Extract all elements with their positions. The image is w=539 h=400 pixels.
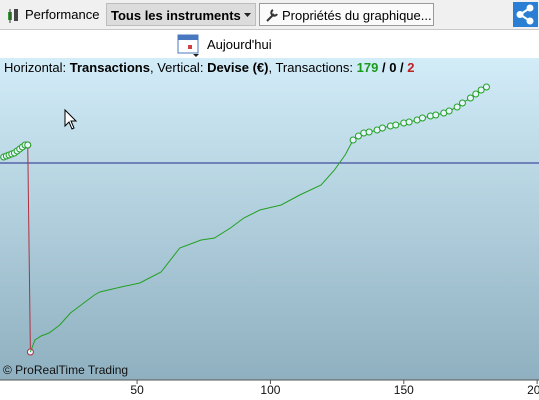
dropdown-arrow (244, 13, 251, 17)
trade-marker (13, 147, 21, 155)
trade-marker (0, 153, 8, 161)
equity-line (29, 139, 354, 353)
count-label: , Transactions: (268, 60, 354, 75)
trade-marker (373, 126, 381, 134)
trade-marker (426, 112, 434, 120)
separator: / (378, 60, 390, 75)
mouse-cursor (64, 108, 78, 130)
x-tick-label: 200 (527, 383, 539, 397)
today-label[interactable]: Aujourd'hui (207, 37, 272, 52)
vertical-value: Devise (€) (207, 60, 269, 75)
trade-marker (21, 141, 29, 149)
x-axis-area (0, 380, 539, 400)
trade-marker (418, 114, 426, 122)
trade-marker (482, 83, 490, 91)
plot-background (0, 58, 539, 380)
trade-marker (466, 94, 474, 102)
x-tick-label: 150 (394, 383, 414, 397)
trade-marker (349, 136, 357, 144)
vertical-label: , Vertical: (149, 60, 204, 75)
share-button[interactable] (513, 2, 538, 27)
instruments-label: Tous les instruments (111, 8, 241, 23)
performance-icon (8, 9, 18, 23)
trade-marker (16, 145, 24, 153)
trade-marker (453, 103, 461, 111)
trade-marker (360, 129, 368, 137)
info-line: Horizontal: Transactions, Vertical: Devi… (4, 60, 415, 75)
properties-label: Propriétés du graphique... (282, 8, 432, 23)
x-tick-label: 100 (260, 383, 280, 397)
credit: © ProRealTime Trading (3, 363, 128, 377)
trade-marker (405, 118, 413, 126)
instruments-dropdown[interactable]: Tous les instruments (106, 3, 256, 26)
trade-marker (458, 99, 466, 107)
equity-line (352, 86, 487, 141)
trade-marker (24, 141, 32, 149)
trade-marker (5, 151, 13, 159)
winning-count: 179 (356, 60, 379, 75)
calendar-icon[interactable] (177, 32, 201, 58)
trade-marker (445, 107, 453, 115)
trade-marker (477, 86, 485, 94)
horizontal-value: Transactions (69, 60, 150, 75)
performance-label: Performance (25, 7, 100, 22)
trade-marker (354, 132, 362, 140)
performance-button[interactable]: Performance (3, 3, 105, 26)
trade-marker (413, 116, 421, 124)
trade-marker (386, 122, 394, 130)
share-icon (516, 4, 534, 25)
trade-marker (24, 141, 32, 149)
trade-marker (2, 152, 10, 160)
properties-button[interactable]: Propriétés du graphique... (259, 3, 434, 26)
trade-marker (432, 111, 440, 119)
separator: / (396, 60, 408, 75)
x-tick-label: 50 (130, 383, 144, 397)
trade-marker (392, 121, 400, 129)
trade-marker (18, 143, 26, 151)
equity-line (3, 144, 28, 158)
losing-count: 2 (407, 60, 415, 75)
trade-marker (10, 149, 18, 157)
wrench-icon (266, 9, 278, 22)
trade-marker (378, 124, 386, 132)
horizontal-label: Horizontal: (4, 60, 67, 75)
trade-marker (440, 109, 448, 117)
trade-marker (365, 128, 373, 136)
trade-marker (26, 348, 34, 356)
toolbar: Performance Tous les instruments Proprié… (0, 0, 539, 30)
equity-line (27, 144, 31, 353)
trade-marker (472, 90, 480, 98)
date-bar: Aujourd'hui (0, 30, 539, 58)
trade-marker (8, 150, 16, 158)
trade-marker (400, 119, 408, 127)
